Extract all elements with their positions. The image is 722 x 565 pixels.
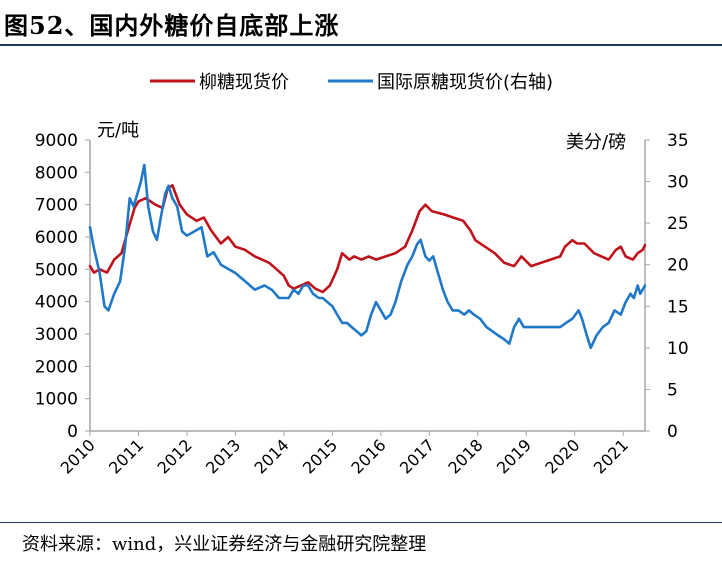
right-y-tick-label: 35 [667,131,689,151]
left-y-tick-label: 6000 [35,228,78,248]
left-y-tick-label: 0 [67,422,78,442]
x-tick-label: 2015 [299,435,341,477]
left-y-tick-label: 5000 [35,260,78,280]
right-axis-unit: 美分/磅 [566,132,626,153]
x-tick-label: 2013 [202,435,244,477]
title-divider [0,44,722,46]
right-y-tick-label: 30 [667,173,689,193]
x-tick-label: 2011 [105,435,147,477]
x-tick-label: 2017 [396,435,438,477]
right-y-tick-label: 15 [667,297,689,317]
x-tick-label: 2012 [154,435,196,477]
x-tick-label: 2016 [347,435,389,477]
left-y-tick-label: 9000 [35,131,78,151]
right-y-tick-label: 5 [667,380,678,400]
x-tick-label: 2021 [590,435,632,477]
x-tick-label: 2014 [250,435,292,477]
left-y-tick-label: 8000 [35,163,78,183]
axes: 0 1000 2000 3000 4000 5000 6000 7000 8000 9000 0 5 1… [35,131,689,478]
figure-title: 图52、国内外糖价自底部上涨 [4,11,340,40]
source-note: 资料来源：wind，兴业证券经济与金融研究院整理 [22,534,427,555]
right-y-tick-label: 10 [667,339,689,359]
x-tick-label: 2018 [444,435,486,477]
x-tick-label: 2019 [493,435,535,477]
series-line-2 [88,163,647,350]
legend: 柳糖现货价 国际原糖现货价(右轴) [150,72,553,93]
x-tick-label: 2020 [541,435,583,477]
series-line-1 [88,184,647,294]
right-y-tick-label: 0 [667,422,678,442]
left-axis-unit: 元/吨 [97,120,139,141]
left-y-tick-label: 1000 [35,390,78,410]
right-y-tick-label: 20 [667,256,689,276]
source-divider [0,522,722,523]
legend-label-series-2: 国际原糖现货价(右轴) [377,72,553,93]
left-y-tick-label: 7000 [35,196,78,216]
x-tick-label: 2010 [57,435,99,477]
left-y-tick-label: 4000 [35,293,78,313]
series-layer [88,163,647,350]
left-y-tick-label: 2000 [35,357,78,377]
legend-label-series-1: 柳糖现货价 [199,72,289,93]
line-chart: 柳糖现货价 国际原糖现货价(右轴) 元/吨 美分/磅 0100020003000… [35,72,689,478]
right-y-tick-label: 25 [667,214,689,234]
left-y-tick-label: 3000 [35,325,78,345]
